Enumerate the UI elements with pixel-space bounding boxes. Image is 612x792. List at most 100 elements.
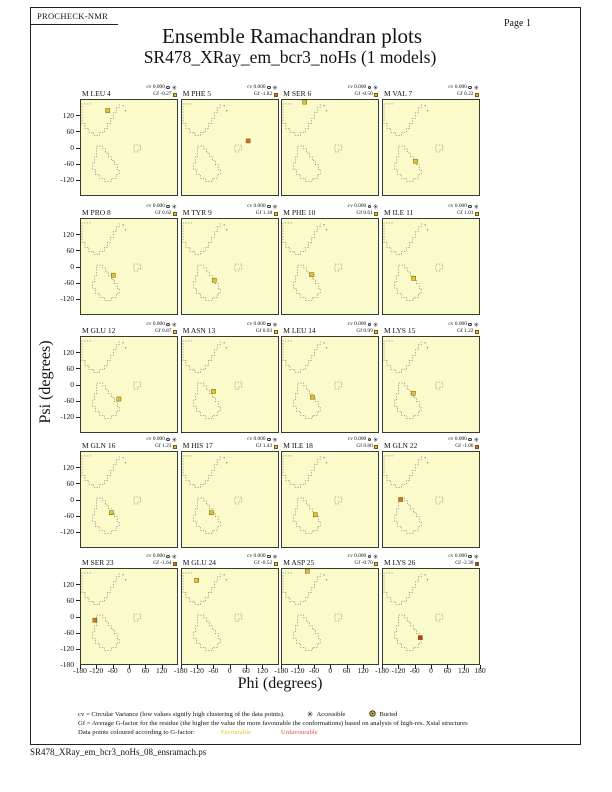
beta-region-outline <box>182 455 221 488</box>
region-dot <box>424 574 426 576</box>
gf-row: Gf 0.61 <box>348 210 379 217</box>
x-tick-label: -120 <box>190 666 204 675</box>
gf-value: Gf 1.23 <box>155 443 172 449</box>
cv-value: cv 0.000 <box>347 321 367 327</box>
beta-region-outline <box>81 340 120 373</box>
y-tick <box>76 400 80 402</box>
buried-icon <box>367 554 372 559</box>
app-label-underline <box>30 24 118 25</box>
legend-line-gf: Gf = Average G-factor for the residue (t… <box>78 720 538 728</box>
buried-icon <box>267 554 271 559</box>
accessible-label: Accessible <box>316 711 346 718</box>
x-tick <box>480 665 481 669</box>
buried-icon <box>367 322 372 327</box>
alpha-region-outline <box>394 264 422 301</box>
residue-label: M LYS 15 <box>384 326 416 335</box>
buried-icon <box>367 204 372 209</box>
beta-region-outline <box>383 572 422 605</box>
x-tick <box>213 665 215 669</box>
y-tick-label: 0 <box>70 495 74 504</box>
phi-psi-point <box>110 272 116 278</box>
x-tick-label: -60 <box>409 666 420 675</box>
gf-color-swatch <box>173 329 177 334</box>
gf-row: Gf 1.22 <box>448 328 479 335</box>
cv-value: cv 0.000 <box>347 436 367 442</box>
gf-color-swatch <box>475 561 479 566</box>
residue-label: M PRO 8 <box>82 208 111 217</box>
ramachandran-plot-area <box>180 568 279 665</box>
beta-region-outline <box>282 340 321 373</box>
left-alpha-region-outline <box>334 144 343 153</box>
ramachandran-subplot: M VAL 7 cv 0.000 ✳ Gf 0.22 <box>382 84 480 196</box>
y-tick-label: 0 <box>70 612 74 621</box>
subplot-header: M HIS 17 cv 0.000 ✳ Gf 1.43 <box>181 436 279 451</box>
cv-gf-block: cv 0.000 ✳ Gf -1.06 <box>448 436 479 450</box>
x-tick-label: 120 <box>458 666 470 675</box>
beta-region-outline <box>81 572 120 605</box>
beta-region-outline <box>282 222 321 255</box>
y-tick <box>76 499 80 501</box>
residue-label: M SER 23 <box>82 558 114 567</box>
x-tick-label: -180 <box>73 666 87 675</box>
x-tick <box>80 665 81 669</box>
gf-row: Gf -1.82 <box>247 91 278 98</box>
x-tick <box>398 665 400 669</box>
y-tick <box>76 352 80 354</box>
y-tick <box>76 467 80 469</box>
x-tick <box>161 665 163 669</box>
subplot-header: M LYS 15 cv 0.000 ✳ Gf 1.22 <box>382 321 480 336</box>
y-tick-label: 120 <box>62 347 74 357</box>
cv-gf-block: cv 0.000 ✳ Gf 0.93 <box>247 321 278 335</box>
left-alpha-region-outline <box>334 263 343 272</box>
left-alpha-region-outline <box>133 496 142 505</box>
gf-value: Gf -0.50 <box>354 91 373 97</box>
gf-value: Gf 0.80 <box>356 443 373 449</box>
y-tick-label: 120 <box>62 229 74 239</box>
ramachandran-subplot: M PHE 10 cv 0.000 ✳ Gf 0.61 <box>281 202 380 315</box>
gf-value: Gf 1.18 <box>255 210 273 216</box>
phi-psi-point <box>109 510 114 515</box>
region-dot <box>223 224 225 226</box>
region-dot <box>426 110 429 112</box>
x-tick <box>431 665 432 669</box>
buried-icon <box>367 437 372 442</box>
subplot-header: M ASN 13 cv 0.000 ✳ Gf 0.93 <box>181 321 279 336</box>
residue-label: M PHE 10 <box>283 208 316 217</box>
y-tick <box>76 163 80 165</box>
cv-gf-block: cv 0.000 ✳ Gf 0.62 <box>146 203 177 217</box>
cv-gf-block: cv 0.000 ✳ Gf 1.01 <box>448 203 479 217</box>
cv-value: cv 0.000 <box>448 436 467 442</box>
region-dot <box>122 457 124 459</box>
phi-psi-point <box>418 635 423 640</box>
y-tick <box>76 600 80 602</box>
phi-psi-point <box>210 389 216 394</box>
x-tick-label: 0 <box>429 666 433 675</box>
residue-label: M SER 6 <box>283 89 312 98</box>
phi-psi-point <box>313 512 318 518</box>
x-tick-label: 60 <box>141 666 150 675</box>
residue-label: M LEU 4 <box>82 89 111 98</box>
beta-region-outline <box>182 103 221 136</box>
residue-label: M GLN 22 <box>384 441 418 450</box>
gf-row: Gf -0.52 <box>247 560 278 567</box>
y-tick <box>76 131 80 133</box>
beta-region-outline <box>182 572 221 605</box>
gf-row: Gf -2.30 <box>448 560 479 567</box>
gf-value: Gf -0.70 <box>354 560 373 566</box>
region-dot <box>326 229 328 231</box>
cv-value: cv 0.000 <box>247 321 266 327</box>
y-tick-label: -60 <box>64 159 74 169</box>
page-title: Ensemble Ramachandran plots <box>161 24 423 48</box>
x-tick-label: 120 <box>357 666 369 675</box>
cv-value: cv 0.000 <box>448 553 467 559</box>
accessible-icon: ✳ <box>372 202 379 211</box>
x-tick-label: -180 <box>274 666 289 675</box>
ramachandran-plot-area <box>80 99 178 196</box>
y-tick-label: 60 <box>66 126 75 136</box>
left-alpha-region-outline <box>435 263 444 272</box>
cv-gf-block: cv 0.000 ✳ Gf -2.30 <box>448 553 479 567</box>
gf-row: Gf 1.23 <box>146 443 177 450</box>
ramachandran-plot-area <box>180 451 279 548</box>
cv-value: cv 0.000 <box>146 84 165 90</box>
cv-value: cv 0.000 <box>347 553 367 559</box>
